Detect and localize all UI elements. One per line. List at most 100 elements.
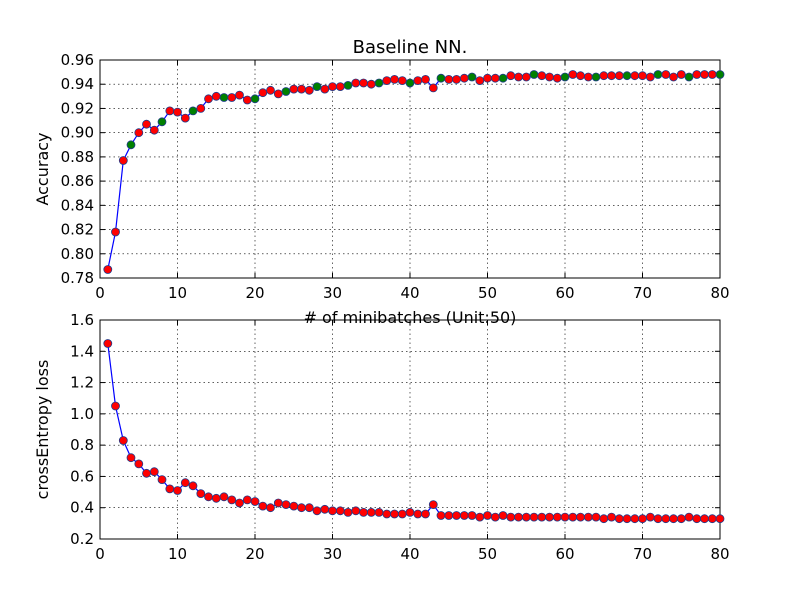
data-point: [498, 511, 508, 520]
x-tick-label: 20: [245, 545, 264, 563]
data-point: [320, 84, 330, 94]
y-axis-label: Accuracy: [33, 132, 52, 205]
data-point: [467, 511, 477, 520]
data-point: [452, 75, 461, 84]
data-point: [328, 506, 337, 516]
chart-title: Baseline NN.: [353, 37, 468, 58]
x-tick-label: 20: [245, 284, 264, 302]
data-point: [452, 511, 461, 520]
data-point: [684, 512, 694, 522]
data-point: [204, 94, 213, 104]
data-point: [707, 70, 717, 79]
data-point: [242, 495, 252, 505]
data-point: [692, 514, 702, 524]
data-point: [444, 511, 454, 520]
data-point: [421, 509, 430, 519]
data-point: [173, 107, 182, 117]
data-point: [211, 91, 221, 101]
data-point: [258, 88, 268, 98]
x-tick-label: 10: [168, 545, 187, 563]
data-point: [134, 459, 144, 469]
data-point: [126, 453, 136, 463]
data-point: [335, 82, 345, 91]
data-point: [475, 76, 485, 85]
y-tick-label: 1.2: [70, 374, 94, 392]
data-point: [188, 481, 198, 491]
grid: [99, 319, 721, 540]
data-point: [669, 72, 678, 82]
data-point: [630, 514, 640, 524]
data-point: [707, 514, 717, 524]
x-tick-label: 80: [710, 284, 729, 302]
data-point: [661, 514, 671, 524]
data-point: [622, 514, 632, 524]
x-tick-label: 80: [710, 545, 729, 563]
data-point-highlight: [219, 93, 229, 102]
data-point: [227, 93, 237, 102]
data-point: [521, 512, 531, 522]
data-point: [397, 76, 407, 85]
loss-plot: 0 10 20 30 40 50 60 70 80 0.2 0.4 0.6 0.8 1.0 1.2 1.4 1.…: [33, 311, 730, 563]
data-point: [204, 492, 213, 502]
x-tick-label: 60: [555, 284, 574, 302]
x-tick-label: 0: [95, 284, 105, 302]
y-tick-label: 1.6: [70, 311, 94, 329]
data-point: [521, 72, 531, 82]
data-point: [591, 512, 601, 522]
x-tick-label: 40: [400, 545, 419, 563]
data-point: [359, 508, 368, 517]
y-tick-label: 0.86: [61, 172, 94, 190]
data-point: [568, 512, 578, 522]
data-point: [421, 75, 430, 84]
data-point: [297, 503, 306, 513]
data-point: [428, 500, 438, 510]
data-point: [638, 514, 647, 524]
series-line: [107, 73, 720, 270]
data-point: [428, 83, 438, 93]
data-point: [700, 514, 709, 524]
data-point-highlight: [312, 82, 322, 91]
data-point: [304, 85, 314, 95]
data-point: [312, 506, 322, 516]
data-point: [250, 497, 260, 506]
data-point-highlight: [250, 94, 260, 104]
data-point: [638, 71, 647, 81]
data-point: [390, 509, 399, 519]
data-point: [413, 76, 423, 85]
x-tick-label: 50: [478, 545, 497, 563]
data-point: [490, 73, 500, 83]
data-point: [266, 85, 275, 95]
data-point: [483, 511, 492, 520]
data-point: [552, 73, 562, 83]
data-point: [242, 95, 252, 105]
data-point: [661, 70, 671, 79]
data-point: [297, 84, 306, 94]
data-point: [459, 73, 469, 83]
data-point-highlight: [436, 73, 446, 83]
data-point: [235, 90, 244, 100]
y-tick-label: 0.8: [70, 436, 94, 454]
data-point-highlight: [529, 70, 539, 79]
data-point: [211, 493, 221, 503]
data-point: [436, 511, 446, 520]
data-point: [413, 509, 423, 519]
data-point: [149, 467, 159, 477]
data-point: [506, 71, 516, 81]
x-tick-label: 40: [400, 284, 419, 302]
data-point: [157, 475, 167, 485]
data-point: [304, 503, 314, 513]
data-point: [149, 125, 159, 135]
data-point: [545, 72, 554, 82]
data-point: [614, 514, 624, 524]
data-point: [196, 489, 206, 499]
data-point: [258, 501, 268, 511]
data-point: [490, 512, 500, 522]
data-point: [483, 73, 492, 83]
data-point: [645, 72, 655, 82]
grid: [99, 59, 721, 279]
x-tick-label: 0: [95, 545, 105, 563]
data-point: [405, 508, 415, 517]
data-point: [374, 508, 384, 517]
data-point: [607, 71, 616, 81]
